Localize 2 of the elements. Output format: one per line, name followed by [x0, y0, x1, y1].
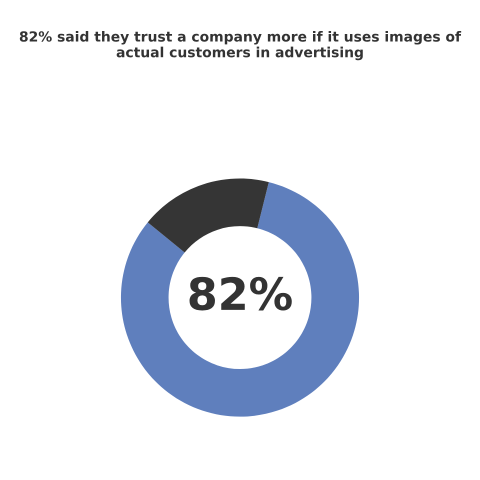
chart-title: 82% said they trust a company more if it uses images of actual customers in advertising [20, 30, 462, 60]
data-label: 82% [190, 276, 292, 310]
